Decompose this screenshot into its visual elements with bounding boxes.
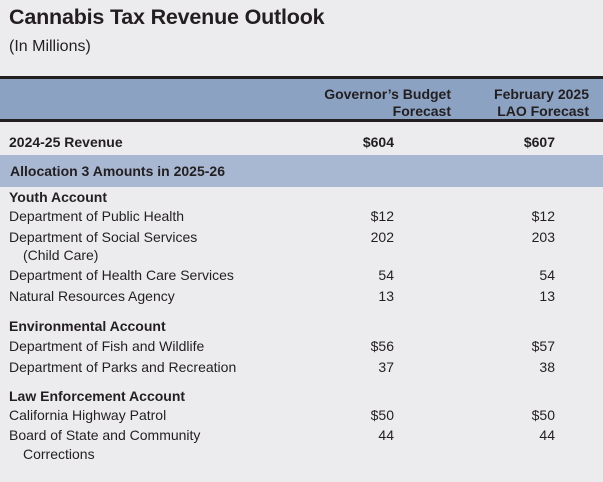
- column-header-governors-budget: Governor’s Budget Forecast: [324, 86, 451, 120]
- table-subtitle: (In Millions): [9, 38, 91, 55]
- row-lao-value: 38: [539, 359, 555, 375]
- row-lao-value: $12: [531, 208, 555, 224]
- row-gov-value: 54: [378, 267, 394, 283]
- column-header-line: Forecast: [392, 103, 451, 119]
- section-heading-label: Law Enforcement Account: [9, 388, 186, 404]
- row-label: Department of Fish and Wildlife: [9, 338, 205, 354]
- row-lao-value: 44: [539, 427, 555, 443]
- row-gov-value: $50: [370, 407, 394, 423]
- column-header-line: February 2025: [494, 86, 589, 102]
- row-label-continuation: (Child Care): [23, 247, 99, 263]
- row-label: California Highway Patrol: [9, 407, 167, 423]
- row-gov-value: 37: [378, 359, 394, 375]
- row-gov-value: 44: [378, 427, 394, 443]
- row-gov-value: $12: [370, 208, 394, 224]
- row-gov-value: $56: [370, 338, 394, 354]
- allocation-header: Allocation 3 Amounts in 2025-26: [10, 163, 225, 179]
- table-title: Cannabis Tax Revenue Outlook: [9, 5, 325, 29]
- row-gov-value: 202: [370, 229, 394, 245]
- revenue-lao-value: $607: [523, 134, 555, 150]
- section-heading-label: Environmental Account: [9, 318, 166, 334]
- section-heading-label: Youth Account: [9, 189, 107, 205]
- revenue-gov-value: $604: [362, 134, 394, 150]
- row-label: Department of Social Services: [9, 229, 198, 245]
- row-label: Board of State and Community: [9, 427, 201, 443]
- row-lao-value: $50: [531, 407, 555, 423]
- row-label: Department of Public Health: [9, 208, 185, 224]
- column-header-line: Governor’s Budget: [324, 86, 451, 102]
- column-header-lao-forecast: February 2025 LAO Forecast: [494, 86, 589, 120]
- row-label-continuation: Corrections: [23, 446, 95, 462]
- column-header-band: Governor’s Budget Forecast February 2025…: [0, 76, 603, 122]
- row-label: Department of Health Care Services: [9, 267, 234, 283]
- row-label: Department of Parks and Recreation: [9, 359, 237, 375]
- row-lao-value: $57: [531, 338, 555, 354]
- row-gov-value: 13: [378, 288, 394, 304]
- row-label: Natural Resources Agency: [9, 288, 175, 304]
- row-lao-value: 54: [539, 267, 555, 283]
- column-header-line: LAO Forecast: [497, 103, 589, 119]
- row-lao-value: 13: [539, 288, 555, 304]
- row-lao-value: 203: [531, 229, 555, 245]
- allocation-header-band: Allocation 3 Amounts in 2025-26: [0, 155, 603, 187]
- revenue-label: 2024-25 Revenue: [9, 134, 123, 150]
